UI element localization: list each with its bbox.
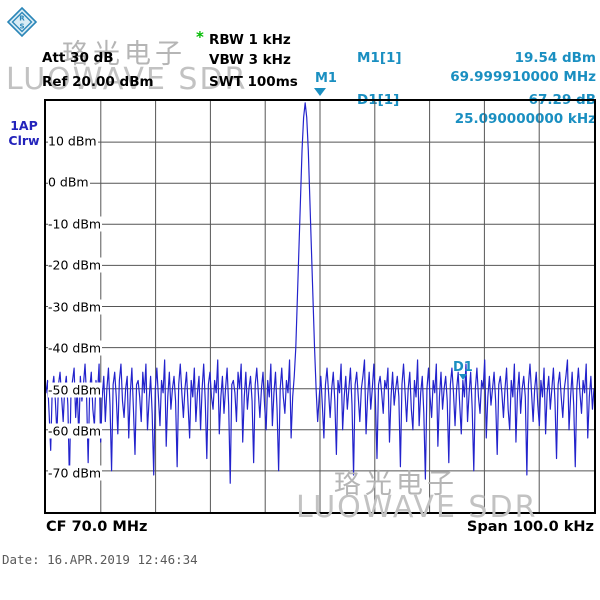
trace-mode-line-1: 1AP (10, 118, 38, 133)
y-tick-label: 0 dBm (48, 174, 90, 190)
y-tick-label: -50 dBm (48, 382, 103, 397)
datestamp-label: Date: 16.APR.2019 12:46:34 (2, 552, 198, 567)
vbw-label: VBW 3 kHz (209, 52, 291, 68)
marker-m1-frequency: 69.999910000 MHz (450, 69, 596, 85)
marker-m1-tag: M1 (315, 71, 337, 86)
y-tick-label: 10 dBm (48, 133, 98, 148)
y-tick-label: -60 dBm (48, 423, 103, 439)
trace-line (46, 102, 594, 484)
uncalibrated-star-icon: * (196, 28, 204, 46)
marker-d1-frequency: 25.090000000 kHz (454, 111, 596, 127)
marker-m1-triangle-icon (314, 88, 326, 96)
y-tick-label: -30 dBm (48, 299, 103, 314)
marker-d1-tag: D1 (453, 360, 473, 375)
rbw-label: RBW 1 kHz (209, 32, 291, 48)
svg-text:S: S (19, 23, 24, 31)
marker-m1-level: 19.54 dBm (514, 50, 596, 66)
y-tick-label: -70 dBm (48, 465, 103, 480)
rohde-schwarz-logo-icon: R S (6, 6, 38, 38)
sweep-time-label: SWT 100ms (209, 74, 298, 90)
center-frequency-label: CF 70.0 MHz (46, 519, 148, 535)
attenuation-label: Att 30 dB (42, 50, 114, 66)
y-tick-label: -10 dBm (48, 216, 103, 231)
y-tick-label: -40 dBm (48, 340, 103, 356)
spectrum-plot-area[interactable] (44, 99, 596, 514)
reference-level-label: Ref 20.00 dBm (42, 74, 154, 90)
trace-mode-line-2: Clrw (8, 133, 40, 148)
marker-d1-triangle-icon (459, 374, 467, 380)
trace-mode-indicator: 1AP Clrw (6, 118, 42, 148)
marker-m1-name: M1[1] (357, 50, 402, 66)
svg-text:R: R (19, 15, 25, 23)
y-tick-label: -20 dBm (48, 257, 103, 273)
span-label: Span 100.0 kHz (466, 519, 594, 535)
